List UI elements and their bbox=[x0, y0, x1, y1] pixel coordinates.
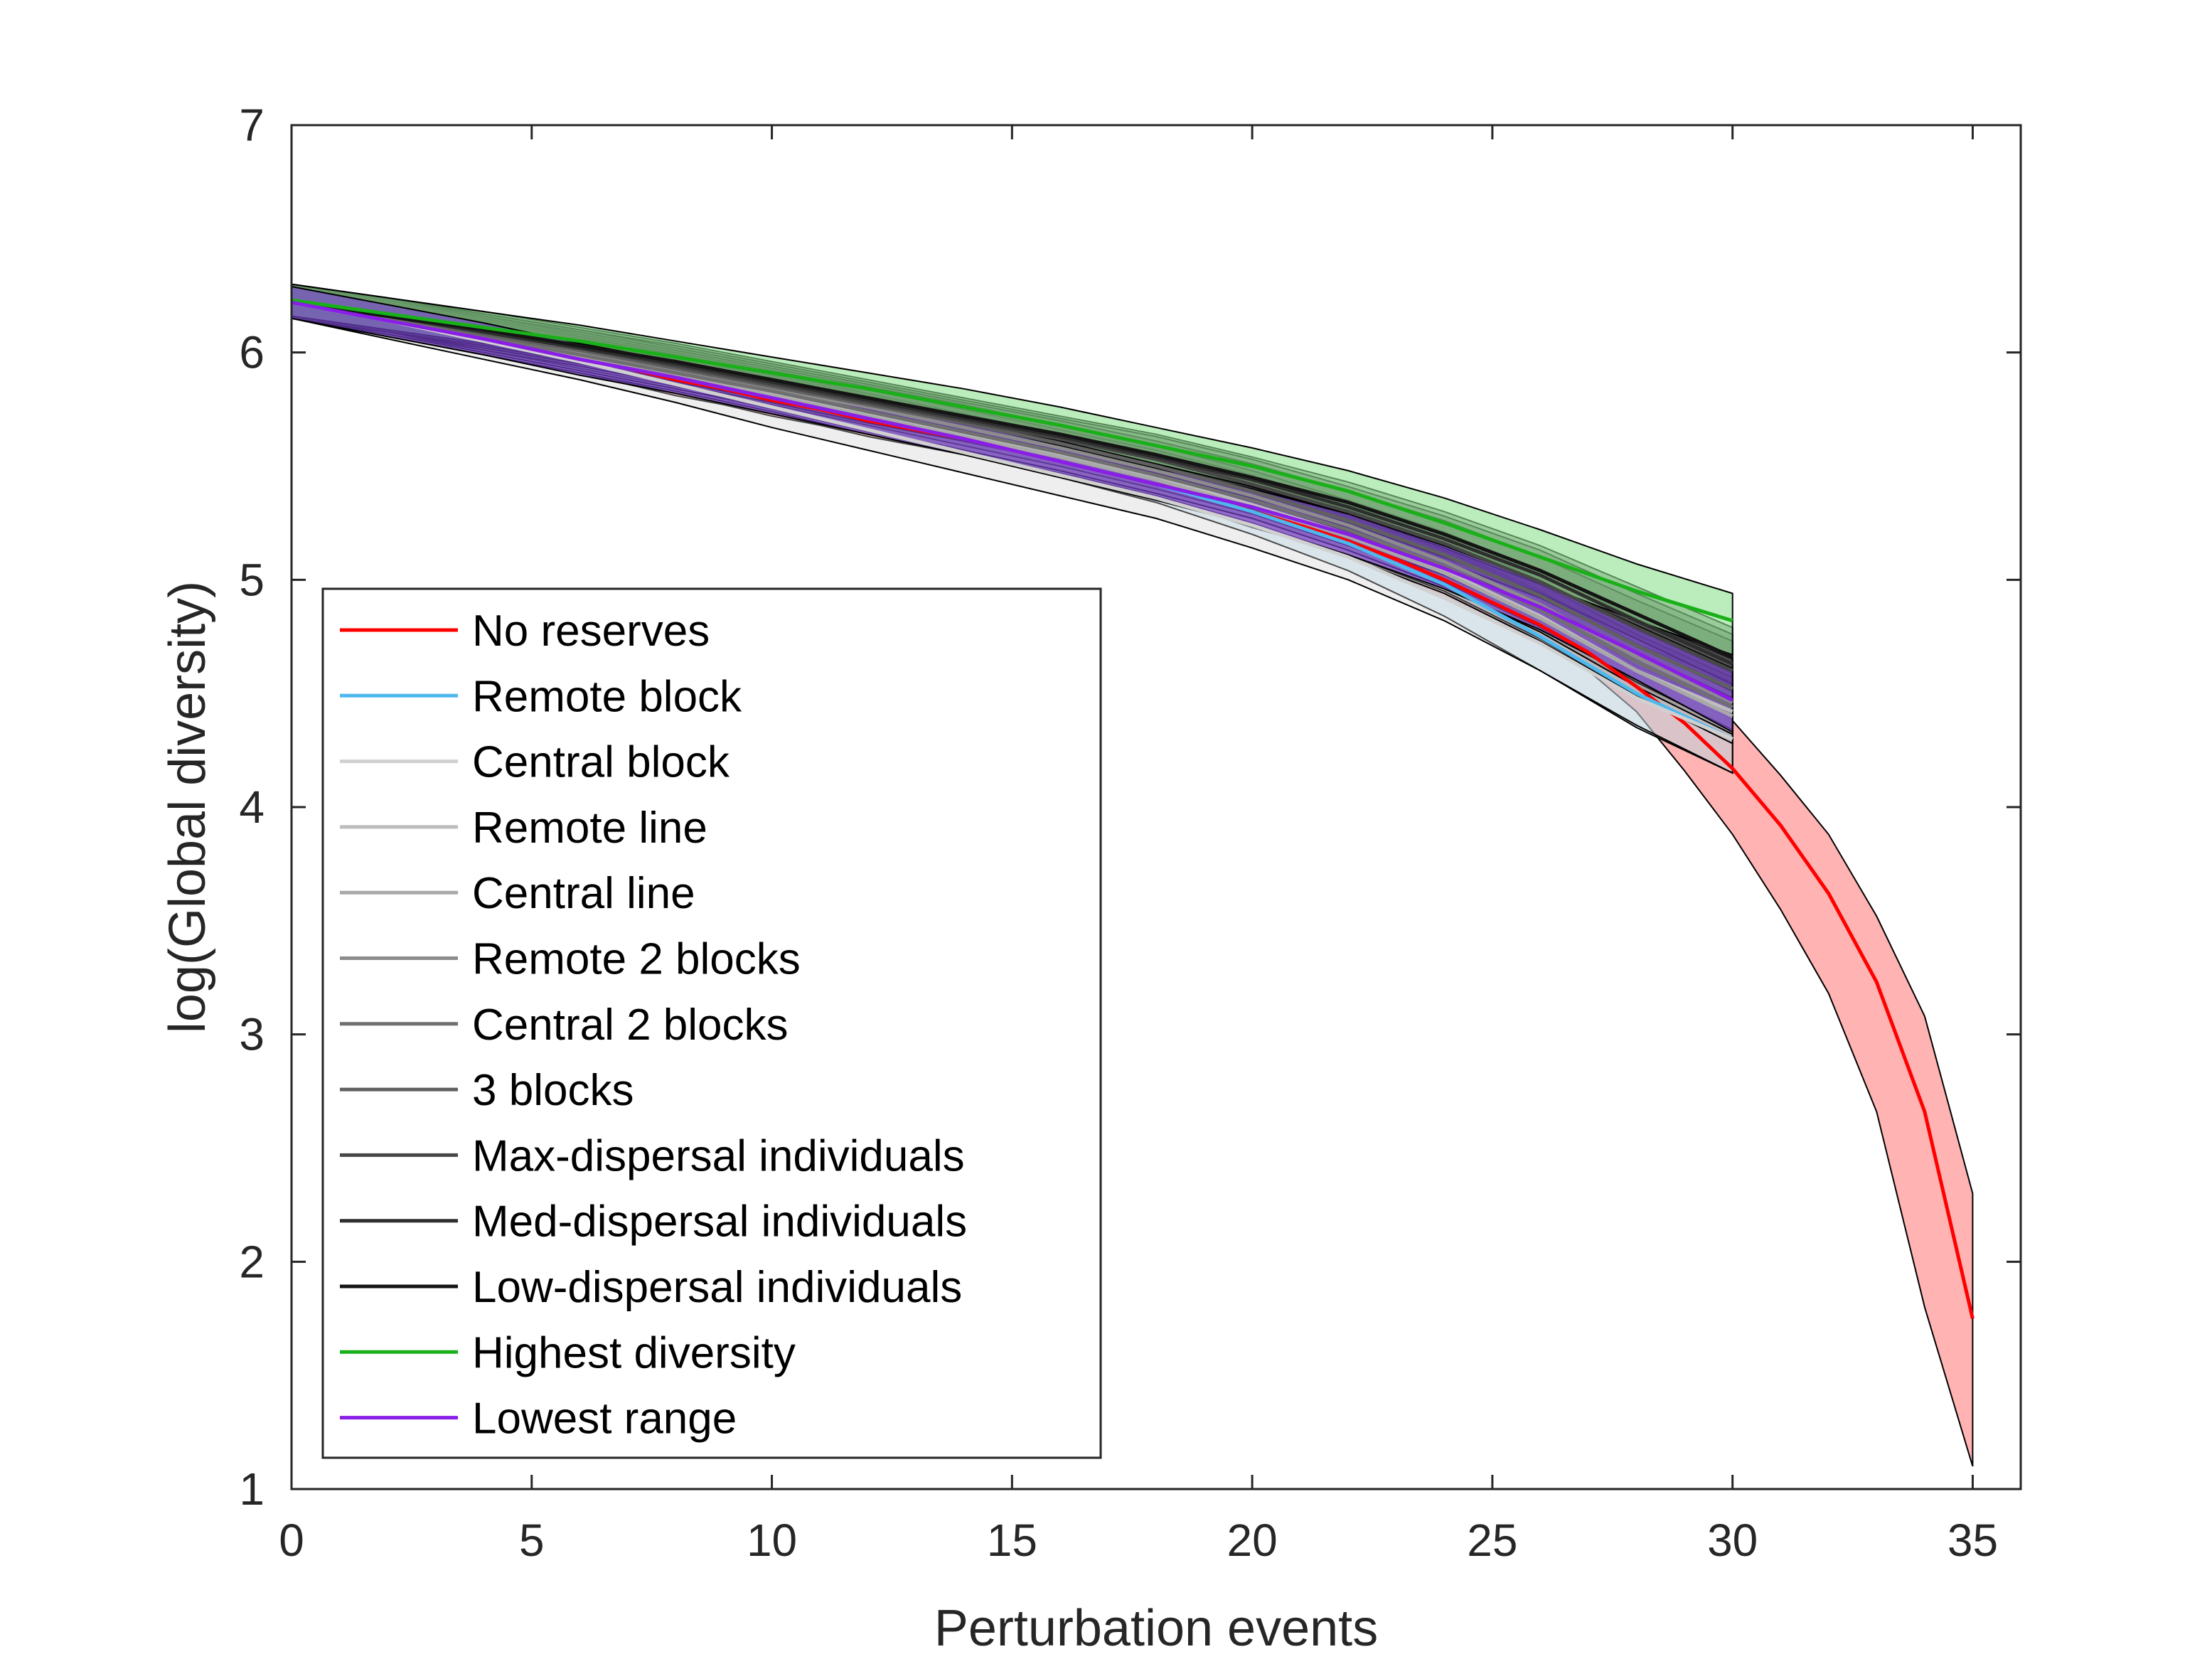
x-tick-label: 20 bbox=[1227, 1515, 1278, 1566]
line-central-block bbox=[291, 300, 1733, 741]
y-tick-label: 5 bbox=[239, 554, 265, 605]
x-tick-label: 30 bbox=[1707, 1515, 1758, 1566]
legend-label-med-dispersal-individuals: Med-dispersal individuals bbox=[472, 1197, 967, 1247]
y-tick-label: 3 bbox=[239, 1009, 265, 1060]
x-tick-label: 15 bbox=[987, 1515, 1037, 1566]
legend-label-remote-line: Remote line bbox=[472, 804, 707, 853]
legend-label-lowest-range: Lowest range bbox=[472, 1394, 737, 1444]
y-tick-label: 7 bbox=[239, 100, 265, 151]
legend-label-remote-2-blocks: Remote 2 blocks bbox=[472, 935, 801, 984]
series-lines bbox=[291, 298, 1975, 1319]
legend-label-3-blocks: 3 blocks bbox=[472, 1066, 634, 1115]
x-axis-label: Perturbation events bbox=[934, 1600, 1378, 1657]
legend-label-central-2-blocks: Central 2 blocks bbox=[472, 1001, 789, 1050]
y-tick-label: 1 bbox=[239, 1463, 265, 1515]
x-tick-label: 35 bbox=[1947, 1515, 1998, 1566]
x-tick-label: 25 bbox=[1467, 1515, 1517, 1566]
x-tick-label: 0 bbox=[279, 1515, 304, 1566]
y-tick-label: 4 bbox=[239, 782, 265, 833]
axis-ticks: 0 5 10 15 20 25 30 35 1 2 3 4 5 6 7 bbox=[239, 100, 2021, 1566]
legend-label-max-dispersal-individuals: Max-dispersal individuals bbox=[472, 1131, 965, 1180]
legend-label-remote-block: Remote block bbox=[472, 672, 742, 721]
legend-label-central-block: Central block bbox=[472, 738, 730, 787]
y-tick-label: 2 bbox=[239, 1236, 265, 1287]
x-tick-label: 10 bbox=[747, 1515, 797, 1566]
legend-label-no-reserves: No reserves bbox=[472, 607, 710, 656]
y-axis-label: log(Global diversity) bbox=[159, 581, 216, 1033]
y-tick-label: 6 bbox=[239, 327, 265, 378]
line-low-dispersal-individuals bbox=[291, 300, 1733, 659]
line-3-blocks bbox=[291, 300, 1733, 691]
legend-label-central-line: Central line bbox=[472, 869, 695, 918]
line-med-dispersal-individuals bbox=[291, 300, 1733, 666]
legend: No reserves Remote block Central block Remo… bbox=[321, 587, 1102, 1459]
legend-label-highest-diversity: Highest diversity bbox=[472, 1328, 796, 1377]
line-highest-diversity bbox=[291, 298, 1733, 623]
line-lowest-range bbox=[291, 300, 1733, 703]
legend-label-low-dispersal-individuals: Low-dispersal individuals bbox=[472, 1263, 962, 1312]
x-tick-label: 5 bbox=[519, 1515, 545, 1566]
